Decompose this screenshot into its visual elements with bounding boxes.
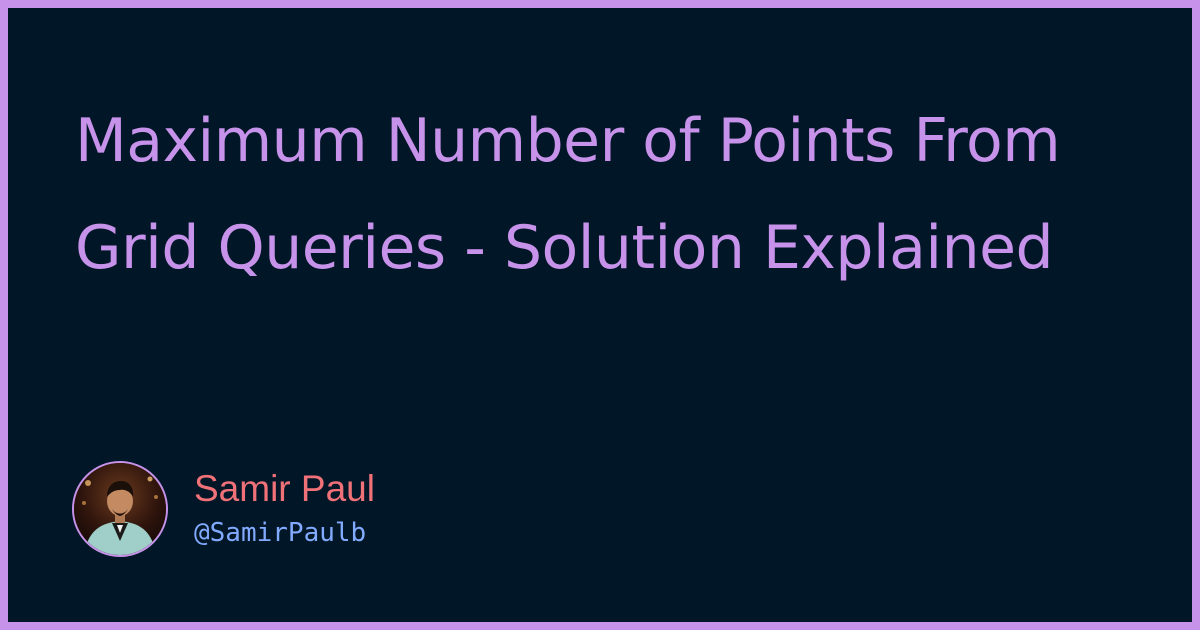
page-title: Maximum Number of Points From Grid Queri… xyxy=(75,106,1061,283)
og-card: Maximum Number of Points From Grid Queri… xyxy=(8,8,1192,622)
author-name: Samir Paul xyxy=(194,468,375,509)
author-handle: @SamirPaulb xyxy=(194,518,367,548)
author-block: Samir Paul @SamirPaulb xyxy=(72,459,375,559)
profile-photo-icon xyxy=(74,463,166,555)
author-avatar xyxy=(72,461,168,557)
author-text: Samir Paul @SamirPaulb xyxy=(194,467,375,551)
